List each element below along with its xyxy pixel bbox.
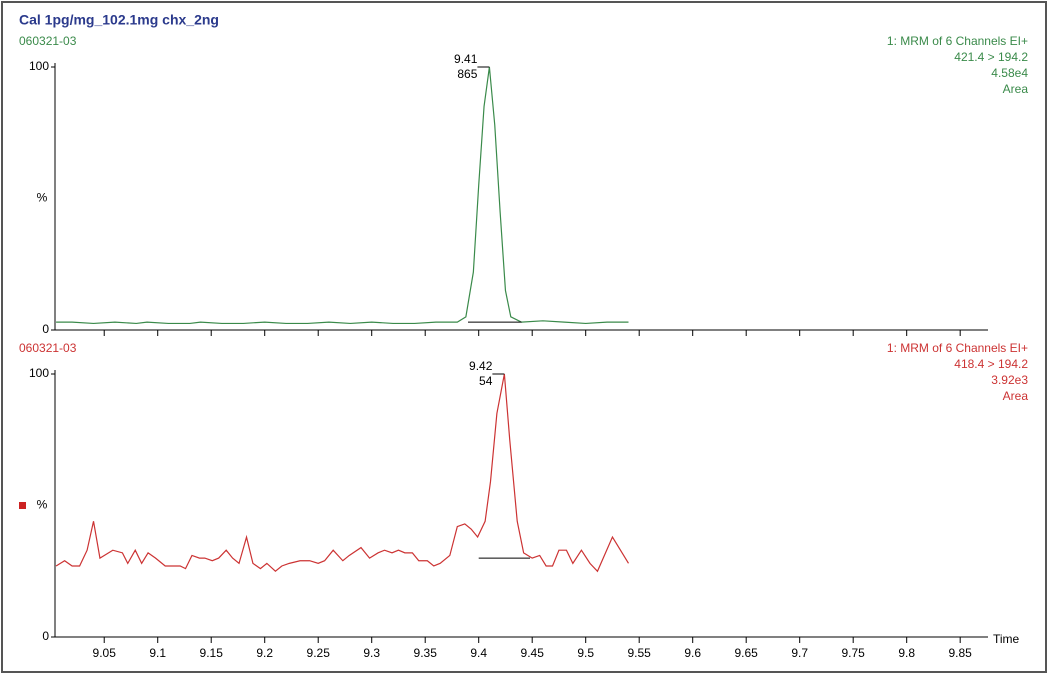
channel-info: 3.92e3 [991, 373, 1028, 387]
x-tick-label: 9.6 [684, 646, 701, 660]
x-tick-label: 9.15 [200, 646, 224, 660]
channel-info: Area [1003, 389, 1029, 403]
x-tick-label: 9.35 [414, 646, 438, 660]
y-tick-label: 0 [42, 629, 49, 643]
x-tick-label: 9.45 [521, 646, 545, 660]
peak-height: 54 [479, 374, 493, 388]
sample-id: 060321-03 [19, 341, 77, 355]
x-tick-label: 9.85 [949, 646, 973, 660]
sample-id: 060321-03 [19, 34, 77, 48]
x-tick-label: 9.55 [628, 646, 652, 660]
x-tick-label: 9.5 [577, 646, 594, 660]
x-tick-label: 9.8 [898, 646, 915, 660]
channel-info: Area [1003, 82, 1029, 96]
channel-info: 421.4 > 194.2 [954, 50, 1028, 64]
peak-height: 865 [457, 67, 477, 81]
y-axis-label: % [37, 191, 48, 205]
x-tick-label: 9.2 [256, 646, 273, 660]
channel-info: 1: MRM of 6 Channels EI+ [887, 341, 1028, 355]
x-tick-label: 9.4 [470, 646, 487, 660]
x-tick-label: 9.05 [93, 646, 117, 660]
x-tick-label: 9.7 [791, 646, 808, 660]
x-axis-label: Time [993, 632, 1020, 646]
x-tick-label: 9.3 [363, 646, 380, 660]
trace [55, 373, 630, 573]
y-tick-label: 0 [42, 322, 49, 336]
chart-title: Cal 1pg/mg_102.1mg chx_2ng [19, 12, 219, 28]
peak-rt: 9.42 [469, 359, 493, 373]
x-tick-label: 9.1 [149, 646, 166, 660]
x-tick-label: 9.65 [735, 646, 759, 660]
x-tick-label: 9.75 [842, 646, 866, 660]
channel-info: 1: MRM of 6 Channels EI+ [887, 34, 1028, 48]
y-axis-label: % [37, 498, 48, 512]
channel-info: 4.58e4 [991, 66, 1028, 80]
y-tick-label: 100 [29, 59, 49, 73]
peak-rt: 9.41 [454, 52, 478, 66]
channel-marker [19, 502, 26, 509]
trace [56, 66, 629, 325]
x-tick-label: 9.25 [307, 646, 331, 660]
channel-info: 418.4 > 194.2 [954, 357, 1028, 371]
y-tick-label: 100 [29, 366, 49, 380]
